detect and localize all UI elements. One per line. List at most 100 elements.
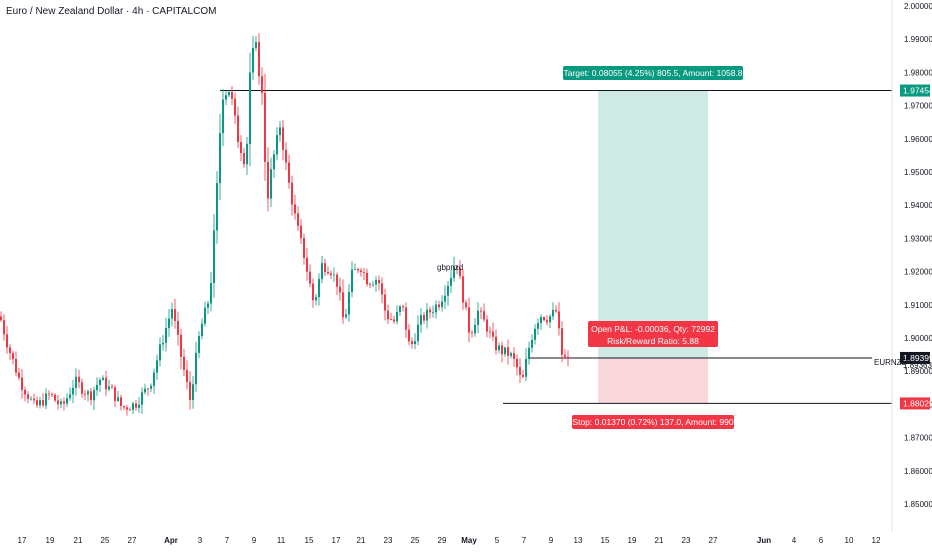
candle-body	[387, 310, 389, 320]
candle-body	[177, 320, 179, 335]
candle-body	[417, 324, 419, 342]
candle-body	[381, 283, 383, 295]
pnl-label-box	[588, 321, 718, 347]
candle-body	[144, 388, 146, 393]
price-tick-label: 1.87000	[904, 434, 932, 443]
candle-body	[495, 336, 497, 351]
candle-body	[561, 328, 563, 355]
time-tick-label: 9	[549, 536, 554, 545]
candle-body	[159, 344, 161, 361]
candle-body	[462, 276, 464, 303]
candle-body	[147, 388, 149, 390]
candle-body	[456, 266, 458, 269]
candle-body	[372, 284, 374, 286]
time-tick-label: 12	[872, 536, 881, 545]
candle-body	[378, 279, 380, 284]
candle-body	[300, 225, 302, 239]
candle-body	[39, 400, 41, 406]
candle-body	[156, 360, 158, 373]
candle-body	[66, 398, 68, 404]
candle-body	[354, 269, 356, 270]
candle-body	[162, 342, 164, 345]
candle-body	[357, 269, 359, 271]
time-tick-label: 19	[628, 536, 637, 545]
candle-body	[543, 317, 545, 321]
candle-body	[63, 401, 65, 404]
candle-body	[507, 347, 509, 356]
candle-body	[468, 307, 470, 333]
stop-price-badge	[900, 397, 930, 410]
time-tick-label: 3	[198, 536, 203, 545]
candle-body	[552, 309, 554, 317]
candle-body	[264, 93, 266, 162]
time-tick-label: 21	[655, 536, 664, 545]
time-tick-label: 27	[709, 536, 718, 545]
price-tick-label: 1.95000	[904, 168, 932, 177]
candle-body	[231, 91, 233, 99]
price-tick-label: 1.94000	[904, 201, 932, 210]
candle-body	[243, 153, 245, 165]
candle-body	[501, 345, 503, 355]
candle-body	[282, 127, 284, 150]
candle-body	[240, 142, 242, 154]
candle-body	[516, 358, 518, 368]
entry-price-badge	[900, 351, 930, 364]
candle-body	[453, 266, 455, 278]
candle-body	[486, 319, 488, 332]
candle-body	[291, 182, 293, 205]
price-axis[interactable]: 2.00000 1.99000 1.98000 1.97000 1.96000 1.950…	[874, 2, 932, 509]
price-tick-label: 1.85000	[904, 500, 932, 509]
candle-body	[192, 384, 194, 401]
candle-body	[297, 213, 299, 226]
candle-body	[555, 309, 557, 312]
candle-body	[75, 376, 77, 388]
time-tick-label: 25	[411, 536, 420, 545]
candle-body	[207, 303, 209, 308]
candle-body	[528, 347, 530, 360]
candle-body	[447, 285, 449, 296]
target-label-text: Target: 0.08055 (4.25%) 805.5, Amount: 1…	[563, 68, 742, 78]
candle-body	[45, 393, 47, 406]
target-price-label: 1.97454	[903, 86, 932, 96]
price-tick-label: 1.96000	[904, 135, 932, 144]
candle-body	[54, 394, 56, 401]
candle-body	[459, 268, 461, 277]
time-tick-label: 15	[601, 536, 610, 545]
candle-body	[390, 319, 392, 321]
time-tick-label: 5	[495, 536, 500, 545]
candle-body	[99, 379, 101, 385]
candle-body	[195, 352, 197, 385]
candle-body	[108, 386, 110, 390]
candle-body	[87, 391, 89, 395]
candle-body	[513, 353, 515, 359]
candle-body	[438, 304, 440, 308]
candle-body	[42, 400, 44, 406]
candle-body	[171, 309, 173, 319]
time-tick-label: 23	[682, 536, 691, 545]
candle-body	[93, 390, 95, 401]
candle-body	[375, 279, 377, 285]
candle-body	[330, 273, 332, 276]
pnl-label-line2: Risk/Reward Ratio: 5.88	[607, 336, 699, 346]
candle-body	[252, 47, 254, 73]
candle-body	[219, 133, 221, 184]
candle-body	[18, 372, 20, 378]
chart-title: Euro / New Zealand Dollar · 4h · CAPITAL…	[6, 6, 217, 17]
price-tick-label: 1.89000	[904, 367, 932, 376]
candle-body	[429, 309, 431, 313]
candle-body	[174, 309, 176, 321]
target-zone	[598, 90, 708, 358]
time-tick-label: 23	[384, 536, 393, 545]
time-axis[interactable]: 17 19 21 25 27 Apr 3 7 9 11 15 17 21 23 25 29 May 5 7 9 13 15…	[18, 536, 881, 545]
candle-body	[102, 377, 104, 380]
candle-body	[213, 230, 215, 284]
price-tick-label: 2.00000	[904, 2, 932, 11]
candle-body	[477, 310, 479, 325]
candle-body	[153, 372, 155, 386]
candle-body	[294, 204, 296, 214]
candle-body	[183, 356, 185, 370]
candle-body	[198, 336, 200, 353]
time-tick-label: 7	[225, 536, 230, 545]
